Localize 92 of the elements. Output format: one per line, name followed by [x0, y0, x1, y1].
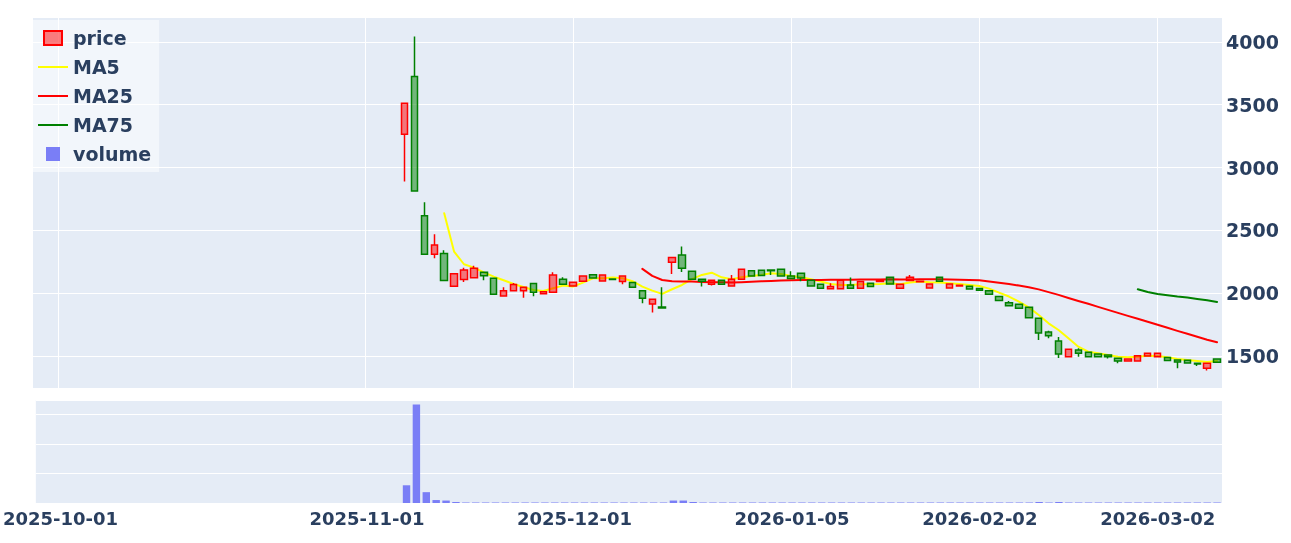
x-tick-label: 2026-02-02	[922, 507, 1038, 529]
y-tick-label: 2500	[1226, 219, 1279, 242]
candlestick	[657, 286, 667, 309]
candlestick	[776, 267, 786, 277]
candlestick	[558, 276, 568, 286]
candlestick	[568, 281, 578, 287]
candlestick	[598, 273, 607, 282]
line-series	[1136, 288, 1219, 303]
candlestick	[1202, 362, 1212, 372]
candlestick	[1014, 303, 1024, 310]
candlestick	[1183, 359, 1192, 365]
candlestick	[519, 286, 528, 299]
candlestick	[618, 274, 627, 285]
x-tick-label: 2026-01-05	[734, 507, 850, 529]
candlestick	[945, 282, 954, 289]
candlestick	[1044, 330, 1053, 340]
candlestick	[1143, 352, 1152, 358]
candlestick	[1034, 317, 1043, 341]
candlestick	[1133, 354, 1142, 363]
candlestick	[885, 276, 895, 286]
candlestick	[846, 276, 855, 290]
candlestick	[717, 278, 726, 286]
candlestick	[856, 280, 865, 290]
candlestick	[1103, 353, 1113, 360]
candlestick	[786, 270, 796, 280]
candlestick	[588, 273, 598, 280]
candlestick	[697, 277, 707, 288]
candlestick	[895, 283, 905, 290]
candlestick	[459, 266, 469, 283]
candlestick	[915, 279, 925, 283]
legend-label: MA5	[73, 56, 120, 78]
candlestick	[1212, 357, 1222, 364]
candlestick	[955, 284, 964, 287]
candlestick	[836, 279, 845, 290]
candlestick	[449, 272, 459, 288]
candlestick	[1193, 362, 1202, 367]
candlestick	[935, 276, 944, 283]
bar	[402, 485, 411, 503]
candlestick	[1123, 357, 1133, 363]
y-tick-label: 3500	[1226, 93, 1279, 116]
candlestick	[747, 269, 756, 277]
candlestick	[420, 201, 429, 256]
candlestick	[766, 268, 776, 276]
candlestick	[638, 289, 647, 304]
candlestick	[667, 256, 677, 275]
candlestick	[499, 286, 508, 298]
candlestick	[608, 277, 617, 281]
candlestick	[677, 245, 687, 273]
line-series	[641, 267, 1219, 344]
bar	[422, 492, 430, 503]
candlestick	[737, 268, 746, 281]
candlestick	[1093, 352, 1103, 358]
candlestick	[628, 281, 637, 289]
candlestick	[400, 102, 409, 183]
y-tick-label: 3000	[1226, 156, 1279, 179]
bar	[412, 404, 421, 503]
legend-label: MA75	[73, 114, 134, 136]
candlestick	[984, 289, 994, 296]
candlestick	[796, 272, 806, 282]
legend-label: volume	[73, 143, 152, 165]
candlestick	[1113, 357, 1123, 364]
candlestick	[727, 274, 736, 287]
candlestick	[578, 274, 588, 283]
candlestick	[1173, 358, 1182, 370]
x-tick-label: 2025-10-01	[2, 507, 119, 529]
y-tick-label: 1500	[1226, 344, 1279, 367]
bar	[432, 500, 440, 503]
legend-label: price	[73, 27, 127, 49]
y-tick-label: 2000	[1226, 282, 1279, 305]
x-tick-label: 2026-03-02	[1100, 507, 1216, 529]
candlestick	[1074, 347, 1083, 358]
candlestick	[410, 35, 419, 193]
candlestick	[816, 283, 825, 290]
candlestick	[707, 279, 716, 287]
y-tick-label: 4000	[1226, 30, 1279, 53]
candlestick	[806, 279, 816, 287]
legend-label: MA25	[73, 85, 134, 107]
candlestick	[1054, 336, 1063, 359]
candlestick	[866, 282, 875, 288]
candlestick	[439, 249, 449, 282]
x-tick-label: 2025-12-01	[516, 507, 633, 529]
x-tick-label: 2025-11-01	[309, 507, 425, 529]
candlestick	[965, 285, 974, 291]
line-series	[443, 212, 1219, 363]
candlestick	[687, 270, 697, 281]
candlestick	[648, 298, 657, 314]
candlestick	[925, 282, 934, 289]
candlestick	[489, 277, 498, 296]
candlestick	[975, 287, 984, 292]
candlestick	[548, 271, 558, 294]
candlestick	[529, 282, 538, 298]
candlestick	[430, 233, 439, 259]
